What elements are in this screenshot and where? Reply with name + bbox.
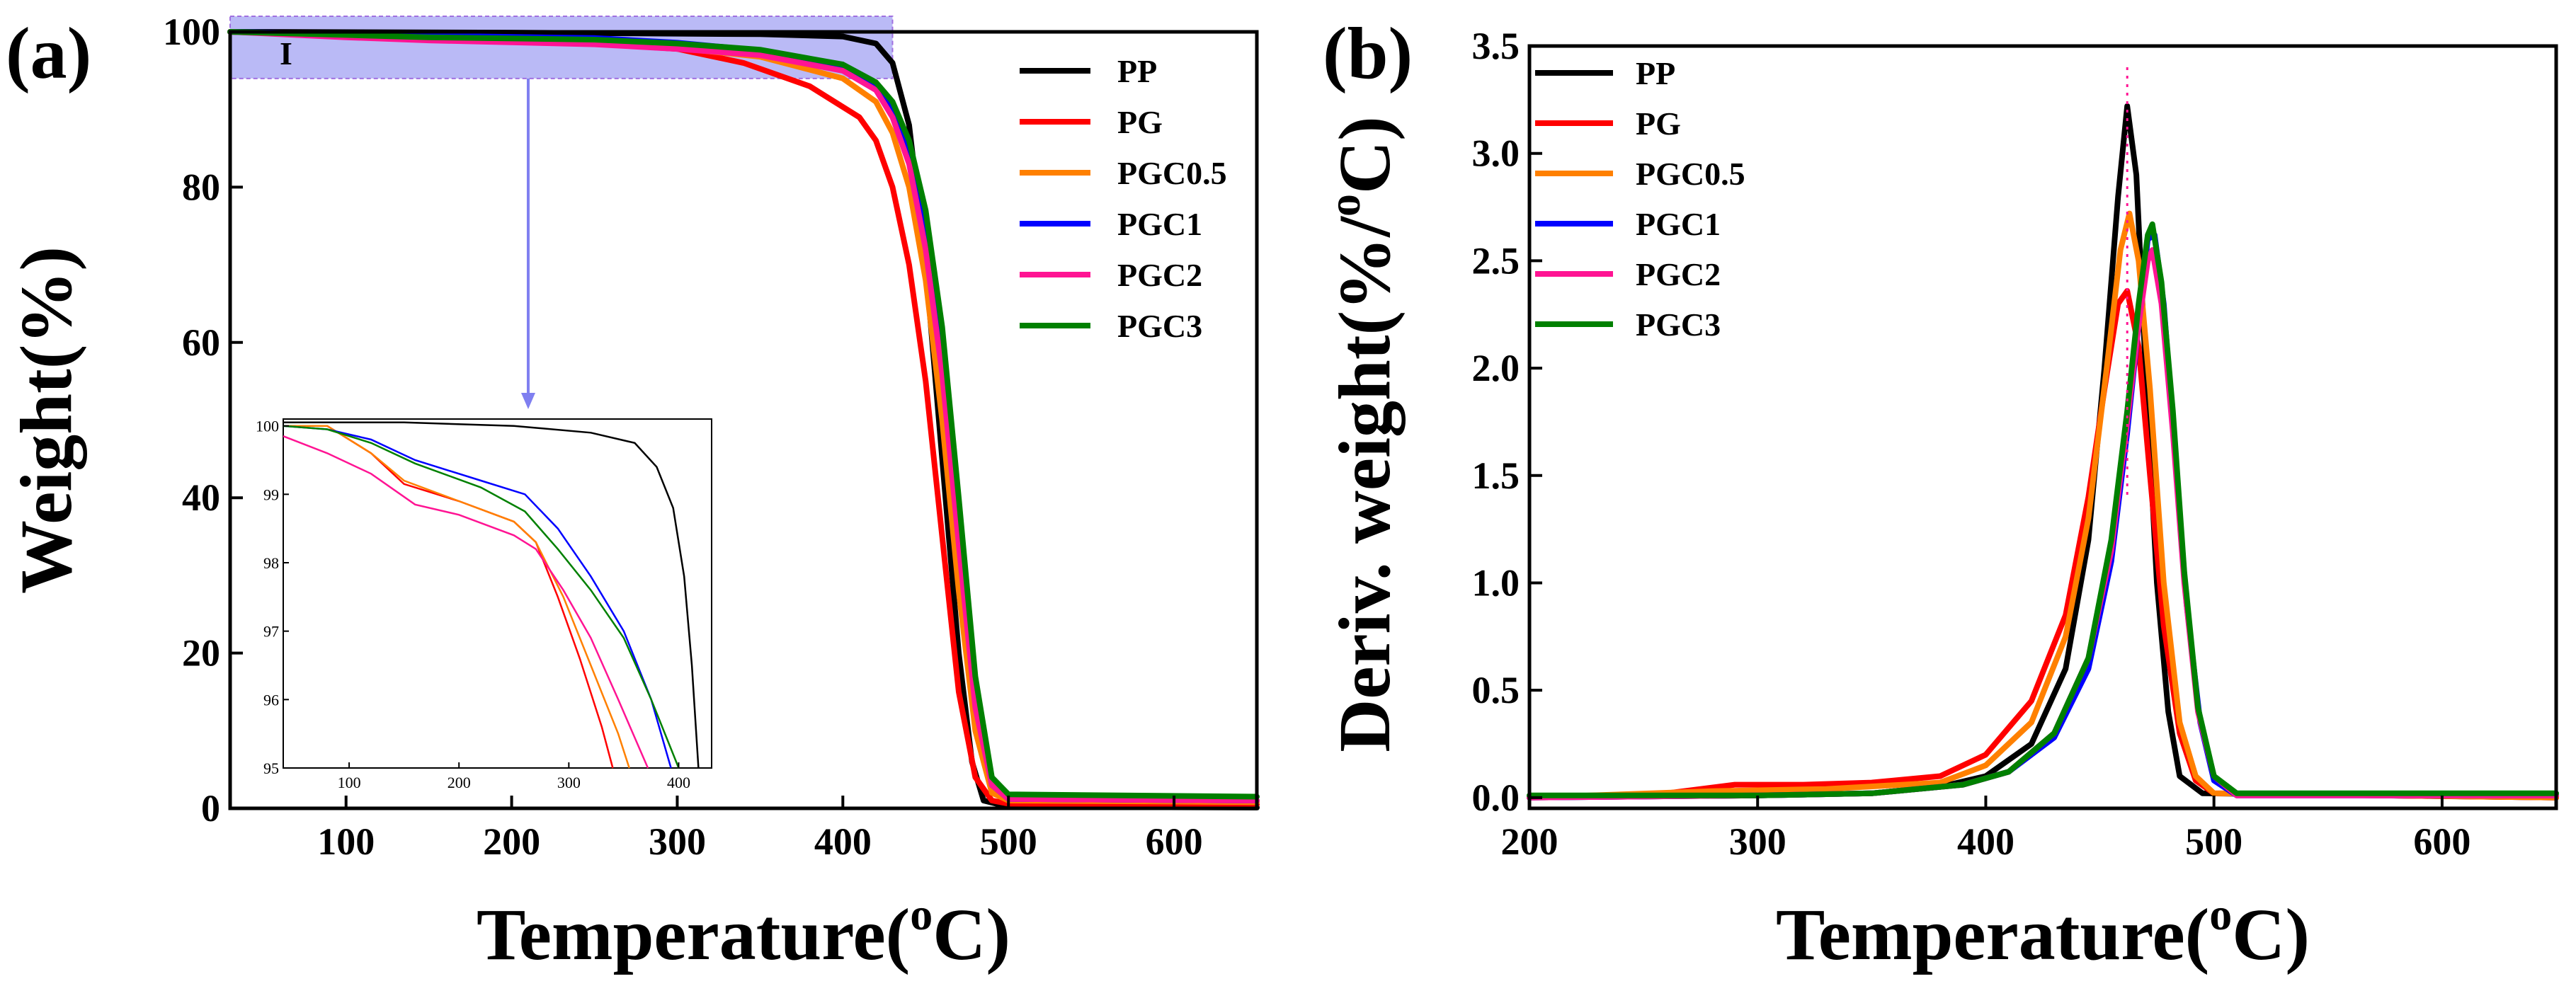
panel-a-ytick-label: 20 (182, 632, 220, 675)
panel-a-inset-line-pgc3 (283, 425, 680, 769)
panel-b-xtick-label: 600 (2413, 820, 2470, 863)
panel-a-ticks: 100 200 300 400 500 600 0 20 40 60 80 100 (163, 11, 1203, 863)
panel-b-ticks: 200 300 400 500 600 0.0 0.5 1.0 1.5 2.0 2.5 3.0 3.5 (1472, 25, 2471, 863)
panel-b-legend-label: PP (1636, 55, 1675, 91)
panel-b-xtick-label: 300 (1729, 820, 1786, 863)
panel-b-legend-label: PGC2 (1636, 256, 1721, 292)
panel-b-xtick-label: 500 (2185, 820, 2242, 863)
panel-a-inset-line-pgc0-5 (283, 425, 630, 769)
panel-a-inset-ytick-label: 96 (263, 691, 279, 709)
panel-a-ylabel: Weight(%) (6, 246, 87, 594)
panel-b-axes-frame (1527, 44, 2558, 810)
panel-a-inset-ytick-label: 97 (263, 623, 279, 641)
panel-a-inset-ytick-label: 99 (263, 486, 279, 503)
panel-a-inset: 100 200 300 400 95 96 97 98 99 100 (256, 418, 712, 791)
panel-b-xlabel: Temperature(oC) (1776, 889, 2310, 975)
panel-a-xtick-label: 600 (1146, 820, 1203, 863)
panel-b-label: (b) (1323, 13, 1413, 94)
panel-b-legend-label: PGC1 (1636, 206, 1721, 242)
panel-a-ytick-label: 100 (163, 11, 220, 53)
panel-a-zoom-arrowhead (520, 393, 535, 409)
panel-a-line-pgc2 (227, 29, 1260, 803)
panel-b-line-pgc0-5 (1527, 210, 2559, 801)
panel-a-inset-ytick-label: 98 (263, 554, 279, 572)
panel-a-legend-label: PP (1117, 53, 1157, 89)
panel-a-legend-label: PGC0.5 (1117, 155, 1227, 191)
panel-a-legend-label: PGC3 (1117, 308, 1202, 344)
panel-a-xtick-label: 400 (814, 820, 872, 863)
panel-b-ytick-label: 2.5 (1472, 239, 1520, 282)
panel-a-inset-xtick-label: 200 (448, 774, 471, 791)
panel-b-ylabel: Deriv. weight(%/oC) (1319, 116, 1406, 752)
panel-a-xtick-label: 300 (649, 820, 706, 863)
panel-a-inset-xtick-label: 400 (667, 774, 690, 791)
panel-a-ytick-label: 60 (182, 321, 220, 364)
panel-b-ytick-label: 2.0 (1472, 347, 1520, 389)
panel-a-highlight-region (229, 16, 894, 79)
panel-b-legend-label: PG (1636, 105, 1681, 142)
panel-a-inset-xtick-label: 100 (338, 774, 361, 791)
panel-a-legend-label: PGC1 (1117, 206, 1202, 242)
panel-a-inset-xtick-label: 300 (557, 774, 581, 791)
panel-b-ytick-label: 0.5 (1472, 669, 1520, 711)
panel-a-inset-line-pp (283, 421, 700, 769)
panel-a-legend: PP PG PGC0.5 PGC1 PGC2 PGC3 (1020, 53, 1227, 344)
panel-a-inset-line-pgc1 (283, 425, 672, 769)
panel-a-inset-ytick-label: 100 (256, 418, 279, 435)
panel-a-series-lines (227, 29, 1260, 810)
panel-a-inset-line-pgc2 (283, 435, 649, 769)
panel-b-ytick-label: 1.0 (1472, 561, 1520, 604)
panel-a-inset-frame (283, 418, 712, 769)
panel-b-legend-label: PGC0.5 (1636, 156, 1745, 192)
panel-a-xtick-label: 500 (980, 820, 1037, 863)
panel-a-legend-label: PGC2 (1117, 257, 1202, 293)
panel-a-line-pgc0-5 (227, 29, 1260, 806)
panel-b-xtick-label: 200 (1501, 820, 1558, 863)
panel-a-line-pgc1 (227, 29, 1260, 803)
panel-a-highlight-label: I (280, 35, 292, 71)
panel-a-xlabel: Temperature(oC) (477, 889, 1010, 975)
panel-a-legend-label: PG (1117, 104, 1163, 140)
panel-a-ytick-label: 40 (182, 476, 220, 519)
panel-a-line-pgc3 (227, 29, 1260, 800)
panel-b-legend-label: PGC3 (1636, 306, 1721, 343)
panel-a-ytick-label: 0 (201, 787, 220, 830)
panel-b-xtick-label: 400 (1957, 820, 2014, 863)
panel-b-dtg: 200 300 400 500 6000.00.51.01.52.02.53.03.5 … (1319, 13, 2559, 975)
panel-a-xtick-label: 100 (317, 820, 375, 863)
panel-a-xtick-label: 200 (483, 820, 540, 863)
panel-a-axes-frame (228, 30, 1259, 810)
panel-a-label: (a) (6, 13, 91, 94)
panel-b-ytick-label: 3.0 (1472, 132, 1520, 175)
panel-b-line-pgc3 (1527, 221, 2559, 798)
panel-b-ytick-label: 0.0 (1472, 776, 1520, 819)
panel-b-ytick-label: 3.5 (1472, 25, 1520, 67)
panel-a-tga: I 100 200 300 400 500 600 0 20 40 60 80 100 100 200 3… (6, 11, 1260, 975)
panel-a-inset-ytick-label: 95 (263, 759, 279, 777)
panel-b-legend: PP PG PGC0.5 PGC1 PGC2 PGC3 (1535, 55, 1745, 343)
panel-a-ytick-label: 80 (182, 166, 220, 208)
panel-a-line-pg (227, 29, 1260, 808)
panel-b-ytick-label: 1.5 (1472, 454, 1520, 497)
panel-b-series-lines (1527, 103, 2559, 801)
